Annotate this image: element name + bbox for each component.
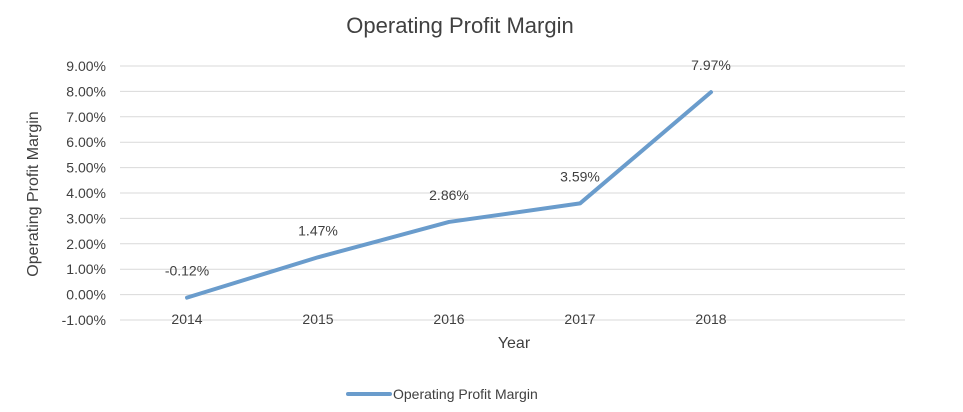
data-label: 1.47%	[298, 222, 338, 238]
data-label: 7.97%	[691, 57, 731, 73]
x-tick-label: 2016	[433, 311, 464, 327]
gridlines	[120, 65, 905, 321]
y-tick-label: 3.00%	[66, 210, 106, 226]
data-label: 2.86%	[429, 187, 469, 203]
y-tick-label: -1.00%	[62, 312, 106, 328]
y-tick-label: 7.00%	[66, 109, 106, 125]
y-tick-label: 0.00%	[66, 287, 106, 303]
x-tick-label: 2018	[695, 311, 726, 327]
y-tick-label: 5.00%	[66, 160, 106, 176]
legend: Operating Profit Margin	[346, 386, 538, 402]
y-tick-label: 1.00%	[66, 261, 106, 277]
chart-title: Operating Profit Margin	[346, 13, 573, 38]
y-tick-label: 4.00%	[66, 185, 106, 201]
x-tick-label: 2017	[564, 311, 595, 327]
y-tick-label: 8.00%	[66, 83, 106, 99]
y-tick-label: 2.00%	[66, 236, 106, 252]
x-axis-label: Year	[498, 335, 531, 352]
y-axis-ticks: -1.00% 0.00% 1.00% 2.00% 3.00% 4.00% 5.00% 6.00…	[62, 58, 106, 328]
data-label: -0.12%	[165, 263, 209, 279]
data-label: 3.59%	[560, 168, 600, 184]
y-tick-label: 6.00%	[66, 134, 106, 150]
y-tick-label: 9.00%	[66, 58, 106, 74]
data-labels: -0.12% 1.47% 2.86% 3.59% 7.97%	[165, 57, 731, 278]
x-axis-ticks: 2014 2015 2016 2017 2018	[171, 311, 726, 327]
legend-label: Operating Profit Margin	[393, 386, 538, 402]
y-axis-label: Operating Profit Margin	[25, 111, 42, 276]
series-line	[185, 90, 713, 300]
x-tick-label: 2014	[171, 311, 202, 327]
x-tick-label: 2015	[302, 311, 333, 327]
